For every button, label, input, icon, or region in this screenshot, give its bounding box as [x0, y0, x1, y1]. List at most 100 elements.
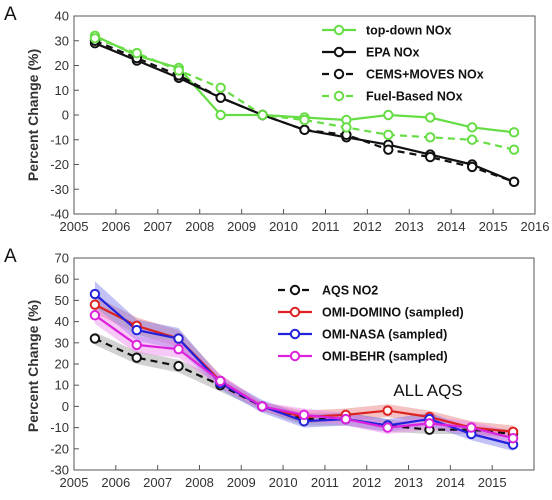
point-top-down-nox: [466, 122, 478, 133]
legend-marker-top-down-nox: [333, 24, 345, 36]
point-fuel-based-nox: [299, 114, 310, 126]
x-tick-label: 2005: [60, 219, 89, 234]
x-tick-label: 2007: [143, 219, 172, 234]
legend-marker-omi-nasa-sampled: [289, 328, 301, 340]
axes-top: -40 -30 -20 -10 0 10 20 30 40 2005 2006 2007 2008 200…: [50, 9, 549, 235]
y-tick-label: 30: [55, 33, 69, 48]
legend-label-epa-nox: EPA NOx: [366, 46, 420, 60]
axes-bottom: -30 -20 -10 0 10 20 30 40 50 60 70 2005 2006 2007 2008…: [50, 251, 506, 491]
point-top-down-nox: [215, 109, 226, 121]
x-tick-label: 2006: [101, 475, 130, 490]
point-omi-nasa-sampled: [173, 333, 184, 344]
legend-marker-fuel-based-nox: [333, 90, 345, 102]
y-tick-label: -20: [50, 441, 69, 456]
y-tick-label: 30: [55, 335, 69, 350]
point-omi-behr-sampled: [382, 422, 393, 433]
point-omi-nasa-sampled: [131, 324, 142, 336]
point-fuel-based-nox: [173, 65, 184, 76]
series-markers-top: [89, 30, 520, 188]
x-tick-label: 2015: [478, 475, 507, 490]
point-omi-behr-sampled: [89, 310, 101, 321]
y-tick-label: -30: [50, 463, 69, 478]
point-omi-behr-sampled: [466, 422, 477, 433]
point-fuel-based-nox: [131, 47, 143, 59]
x-tick-label: 2012: [352, 475, 381, 490]
point-omi-domino-sampled: [89, 299, 101, 310]
y-tick-label: 40: [55, 9, 69, 24]
y-tick-label: 10: [55, 83, 69, 98]
point-fuel-based-nox: [466, 134, 478, 145]
legend-bottom: AQS NO2 OMI-DOMINO (sampled) OMI-NASA (sam…: [278, 284, 464, 364]
panel-bottom: A Percent Change (%) -30 -20 -10 0 10 20 30 40 5…: [4, 246, 535, 491]
point-fuel-based-nox: [89, 33, 101, 44]
point-fuel-based-nox: [383, 129, 394, 141]
point-omi-behr-sampled: [131, 339, 142, 351]
point-omi-behr-sampled: [256, 401, 268, 412]
point-omi-behr-sampled: [340, 413, 352, 425]
legend-label-fuel-based-nox: Fuel-Based NOx: [366, 90, 463, 104]
point-cems-moves-nox: [383, 144, 394, 155]
x-tick-label: 2010: [269, 475, 298, 490]
point-cems-moves-nox: [466, 161, 478, 173]
point-omi-domino-sampled: [382, 405, 393, 416]
legend-top: top-down NOx EPA NOx CEMS+MOVES NOx Fuel-Ba…: [322, 24, 484, 104]
y-tick-label: 70: [55, 251, 69, 266]
x-tick-label: 2005: [60, 475, 89, 490]
series-markers-bottom: [89, 288, 519, 450]
x-tick-label: 2007: [143, 475, 172, 490]
point-fuel-based-nox: [341, 122, 352, 133]
point-fuel-based-nox: [425, 132, 436, 143]
x-tick-label: 2016: [521, 219, 550, 234]
point-omi-behr-sampled: [173, 343, 184, 355]
y-tick-label: -10: [50, 132, 69, 147]
series-lines-top: [94, 34, 515, 183]
x-tick-label: 2010: [269, 219, 298, 234]
y-tick-label: 50: [55, 293, 69, 308]
point-omi-nasa-sampled: [89, 288, 101, 300]
legend-label-omi-nasa-sampled: OMI-NASA (sampled): [322, 328, 447, 342]
point-omi-behr-sampled: [215, 375, 226, 387]
point-top-down-nox: [383, 109, 394, 121]
legend-label-omi-behr-sampled: OMI-BEHR (sampled): [322, 350, 448, 364]
y-tick-label: -40: [50, 207, 69, 222]
y-axis-label-top: Percent Change (%): [25, 49, 41, 181]
x-tick-label: 2011: [311, 475, 339, 490]
point-cems-moves-nox: [508, 176, 520, 188]
panel-label-top: A: [4, 4, 17, 25]
legend-label-cems-moves-nox: CEMS+MOVES NOx: [366, 68, 484, 82]
y-tick-label: 0: [62, 399, 69, 414]
x-tick-label: 2006: [101, 219, 130, 234]
x-tick-label: 2015: [479, 219, 508, 234]
point-omi-behr-sampled: [424, 418, 435, 429]
point-fuel-based-nox: [215, 82, 226, 93]
point-top-down-nox: [425, 112, 436, 123]
x-tick-label: 2008: [185, 475, 214, 490]
line-fuel-based-nox: [94, 37, 515, 151]
x-tick-label: 2011: [311, 219, 339, 234]
x-tick-label: 2013: [395, 219, 424, 234]
point-cems-moves-nox: [425, 151, 436, 163]
panel-top: A Percent Change (%) -40 -30 -20 -10 0 10 20 30…: [4, 4, 549, 234]
line-cems-moves-nox: [94, 39, 515, 183]
x-tick-label: 2009: [227, 219, 256, 234]
legend-marker-aqs-no2: [289, 284, 301, 296]
legend-marker-omi-domino-sampled: [289, 306, 301, 318]
point-aqs-no2: [89, 333, 101, 344]
legend-label-top-down-nox: top-down NOx: [366, 24, 451, 38]
x-tick-label: 2014: [437, 219, 466, 234]
panel-label-bottom: A: [4, 246, 17, 267]
legend-marker-cems-moves-nox: [333, 68, 345, 80]
legend-marker-omi-behr-sampled: [289, 350, 301, 362]
y-tick-label: -30: [50, 182, 69, 197]
y-tick-label: 10: [55, 378, 69, 393]
y-tick-label: 60: [55, 272, 69, 287]
point-cems-moves-nox: [299, 124, 310, 136]
y-tick-label: -20: [50, 157, 69, 172]
point-omi-behr-sampled: [298, 409, 310, 421]
point-aqs-no2: [173, 360, 184, 372]
legend-label-omi-domino-sampled: OMI-DOMINO (sampled): [322, 306, 464, 320]
legend-label-aqs-no2: AQS NO2: [322, 284, 378, 298]
point-fuel-based-nox: [508, 144, 520, 155]
point-omi-behr-sampled: [507, 433, 519, 444]
y-axis-label-bottom: Percent Change (%): [25, 300, 41, 432]
